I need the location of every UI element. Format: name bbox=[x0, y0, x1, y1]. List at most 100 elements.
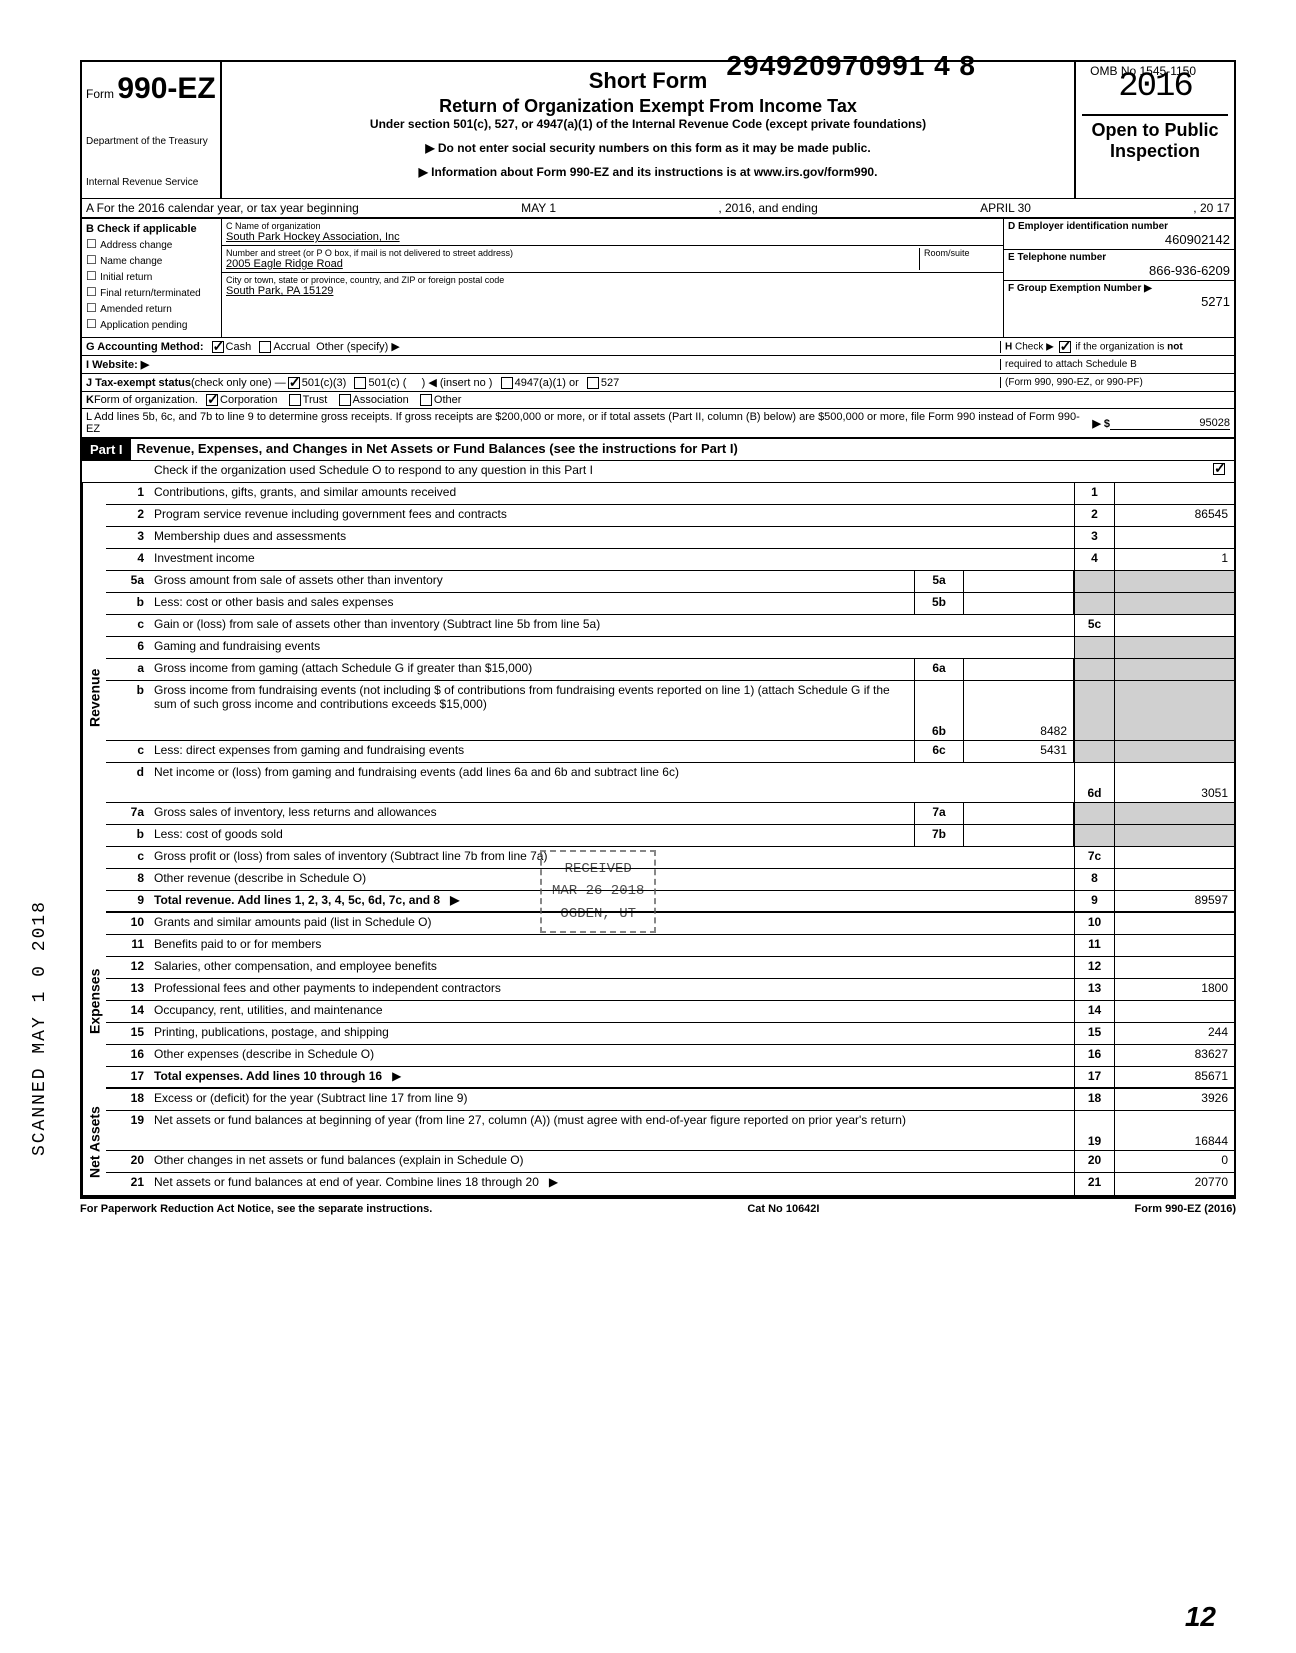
mn-5a: 5a bbox=[914, 571, 964, 592]
rv-7a-shade bbox=[1114, 803, 1234, 824]
rn-8: 8 bbox=[1074, 869, 1114, 890]
row-a-prefix: A For the 2016 calendar year, or tax yea… bbox=[86, 201, 359, 215]
mv-6a bbox=[964, 659, 1074, 680]
part-1-label: Part I bbox=[82, 439, 131, 460]
rv-5a-shade bbox=[1114, 571, 1234, 592]
lt-6d: Net income or (loss) from gaming and fun… bbox=[150, 763, 1074, 802]
dept-treasury: Department of the Treasury bbox=[86, 136, 216, 147]
rn-6a-shade bbox=[1074, 659, 1114, 680]
rn-4: 4 bbox=[1074, 549, 1114, 570]
form-number: 990-EZ bbox=[117, 72, 215, 105]
lt-19: Net assets or fund balances at beginning… bbox=[150, 1111, 1074, 1150]
stamp-date: MAR 26 2018 bbox=[552, 880, 644, 902]
cb-app-pending[interactable]: Application pending bbox=[86, 317, 217, 331]
ln-6d: d bbox=[106, 763, 150, 802]
form-number-box: Form 990-EZ Department of the Treasury I… bbox=[82, 62, 222, 198]
lt-5b: Less: cost or other basis and sales expe… bbox=[150, 593, 914, 614]
ln-1: 1 bbox=[106, 483, 150, 504]
cb-amended[interactable]: Amended return bbox=[86, 301, 217, 315]
revenue-block: Revenue 1Contributions, gifts, grants, a… bbox=[80, 483, 1236, 913]
lt-15: Printing, publications, postage, and shi… bbox=[150, 1023, 1074, 1044]
row-a-tax-year: A For the 2016 calendar year, or tax yea… bbox=[80, 198, 1236, 219]
cb-final-return[interactable]: Final return/terminated bbox=[86, 285, 217, 299]
rv-7b-shade bbox=[1114, 825, 1234, 846]
lt-13: Professional fees and other payments to … bbox=[150, 979, 1074, 1000]
g-other: Other (specify) ▶ bbox=[316, 340, 400, 353]
cb-cash[interactable] bbox=[212, 341, 224, 353]
rn-1: 1 bbox=[1074, 483, 1114, 504]
cb-schedule-o[interactable] bbox=[1213, 463, 1225, 475]
lt-2: Program service revenue including govern… bbox=[150, 505, 1074, 526]
rn-15: 15 bbox=[1074, 1023, 1114, 1044]
lt-6a: Gross income from gaming (attach Schedul… bbox=[150, 659, 914, 680]
rv-21: 20770 bbox=[1114, 1173, 1234, 1195]
cb-501c[interactable] bbox=[354, 377, 366, 389]
org-city: South Park, PA 15129 bbox=[226, 285, 999, 297]
rn-6b-shade bbox=[1074, 681, 1114, 740]
cb-address-change[interactable]: Address change bbox=[86, 237, 217, 251]
lt-4: Investment income bbox=[150, 549, 1074, 570]
col-b-header: B Check if applicable bbox=[86, 223, 197, 235]
lt-16: Other expenses (describe in Schedule O) bbox=[150, 1045, 1074, 1066]
expenses-block: Expenses 10Grants and similar amounts pa… bbox=[80, 913, 1236, 1089]
rv-17: 85671 bbox=[1114, 1067, 1234, 1087]
title-under: Under section 501(c), 527, or 4947(a)(1)… bbox=[232, 117, 1064, 131]
footer-form: Form 990-EZ (2016) bbox=[1135, 1203, 1236, 1215]
ln-9: 9 bbox=[106, 891, 150, 911]
rv-14 bbox=[1114, 1001, 1234, 1022]
scanned-stamp: SCANNED MAY 1 0 2018 bbox=[30, 900, 50, 1156]
rv-19: 16844 bbox=[1114, 1111, 1234, 1150]
ln-21: 21 bbox=[106, 1173, 150, 1195]
lt-7a: Gross sales of inventory, less returns a… bbox=[150, 803, 914, 824]
rn-18: 18 bbox=[1074, 1089, 1114, 1110]
cb-accrual[interactable] bbox=[259, 341, 271, 353]
row-l-text: L Add lines 5b, 6c, and 7b to line 9 to … bbox=[86, 411, 1092, 435]
lt-11: Benefits paid to or for members bbox=[150, 935, 1074, 956]
rn-19: 19 bbox=[1074, 1111, 1114, 1150]
lt-6: Gaming and fundraising events bbox=[150, 637, 1074, 658]
cb-name-change[interactable]: Name change bbox=[86, 253, 217, 267]
mv-7a bbox=[964, 803, 1074, 824]
rn-2: 2 bbox=[1074, 505, 1114, 526]
cb-corporation[interactable] bbox=[206, 394, 218, 406]
ln-4: 4 bbox=[106, 549, 150, 570]
cb-initial-return[interactable]: Initial return bbox=[86, 269, 217, 283]
room-suite-label: Room/suite bbox=[919, 248, 999, 270]
rv-1 bbox=[1114, 483, 1234, 504]
mv-7b bbox=[964, 825, 1074, 846]
rn-5b-shade bbox=[1074, 593, 1114, 614]
form-header: Form 990-EZ Department of the Treasury I… bbox=[80, 60, 1236, 198]
ln-3: 3 bbox=[106, 527, 150, 548]
rv-3 bbox=[1114, 527, 1234, 548]
ln-11: 11 bbox=[106, 935, 150, 956]
mn-7b: 7b bbox=[914, 825, 964, 846]
section-bcd: B Check if applicable Address change Nam… bbox=[80, 219, 1236, 338]
row-l-gross-receipts: L Add lines 5b, 6c, and 7b to line 9 to … bbox=[80, 409, 1236, 439]
cb-trust[interactable] bbox=[289, 394, 301, 406]
lt-3: Membership dues and assessments bbox=[150, 527, 1074, 548]
ln-13: 13 bbox=[106, 979, 150, 1000]
cb-4947[interactable] bbox=[501, 377, 513, 389]
rv-16: 83627 bbox=[1114, 1045, 1234, 1066]
c-street-label: Number and street (or P O box, if mail i… bbox=[226, 248, 919, 258]
cb-schedule-b[interactable] bbox=[1059, 341, 1071, 353]
open-public: Open to Public Inspection bbox=[1082, 114, 1228, 162]
part-1-header-row: Part I Revenue, Expenses, and Changes in… bbox=[80, 439, 1236, 461]
received-stamp: RECEIVED MAR 26 2018 OGDEN, UT bbox=[540, 850, 656, 933]
cb-association[interactable] bbox=[339, 394, 351, 406]
rn-7a-shade bbox=[1074, 803, 1114, 824]
ln-7c: c bbox=[106, 847, 150, 868]
omb-number: OMB No 1545-1150 bbox=[1090, 60, 1196, 78]
ein-label: D Employer identification number bbox=[1008, 221, 1230, 232]
netassets-block: Net Assets 18Excess or (deficit) for the… bbox=[80, 1089, 1236, 1197]
cb-other[interactable] bbox=[420, 394, 432, 406]
rv-8 bbox=[1114, 869, 1234, 890]
group-value: 5271 bbox=[1008, 294, 1230, 309]
cb-501c3[interactable] bbox=[288, 377, 300, 389]
group-label: F Group Exemption Number ▶ bbox=[1008, 283, 1230, 294]
rv-6-shade bbox=[1114, 637, 1234, 658]
rn-6-shade bbox=[1074, 637, 1114, 658]
cb-527[interactable] bbox=[587, 377, 599, 389]
mv-5a bbox=[964, 571, 1074, 592]
ln-19: 19 bbox=[106, 1111, 150, 1150]
